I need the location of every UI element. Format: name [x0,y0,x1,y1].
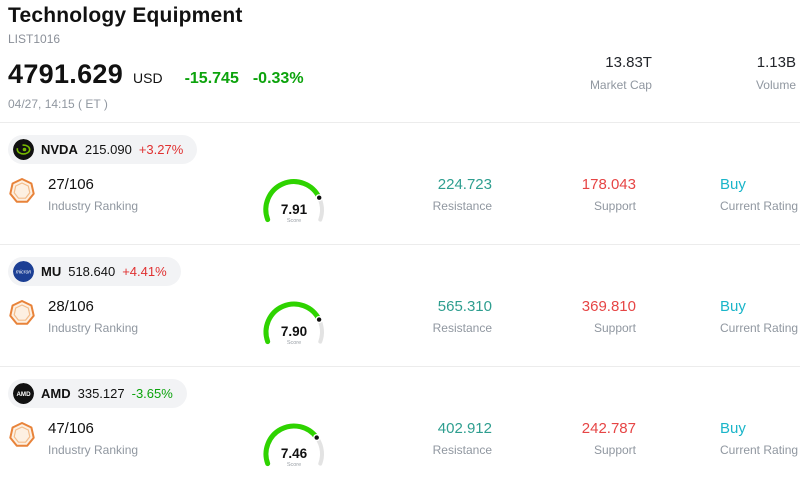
svg-text:Score: Score [287,462,301,468]
currency-label: USD [133,70,163,86]
ticker-badge[interactable]: micron MU 518.640 +4.41% [8,257,181,286]
resistance-value: 565.310 [437,298,492,315]
resistance-label: Resistance [432,321,492,335]
score-gauge: 7.90 Score [188,292,400,346]
ranking-badge-icon [8,298,48,332]
svg-text:Score: Score [287,218,301,224]
nvda-logo-icon [13,139,34,160]
header-left: Technology Equipment LIST1016 4791.629 U… [8,4,304,122]
amd-logo-icon: AMD [13,383,34,404]
change-value: -15.745 [184,70,239,87]
ranking-badge-icon [8,176,48,210]
ranking-label: Industry Ranking [48,199,139,213]
rating-block: Buy Current Rating [636,176,800,213]
stock-detail: 47/106 Industry Ranking 7.46 Score 402.9… [8,420,800,468]
support-block: 242.787 Support [492,420,636,457]
rating-label: Current Rating [720,199,799,213]
stock-detail: 28/106 Industry Ranking 7.90 Score 565.3… [8,298,800,346]
resistance-label: Resistance [432,443,492,457]
resistance-block: 224.723 Resistance [400,176,492,213]
page-title: Technology Equipment [8,4,243,27]
resistance-label: Resistance [432,199,492,213]
mu-logo-icon: micron [13,261,34,282]
resistance-block: 402.912 Resistance [400,420,492,457]
support-value: 369.810 [581,298,636,315]
svg-text:7.46: 7.46 [281,446,308,461]
support-label: Support [593,199,636,213]
quote-timestamp: 04/27, 14:15 ( ET ) [8,97,108,111]
support-block: 178.043 Support [492,176,636,213]
resistance-value: 224.723 [437,176,492,193]
industry-ranking: 47/106 Industry Ranking [48,420,188,457]
index-change: -15.745 -0.33% [185,70,304,88]
resistance-block: 565.310 Resistance [400,298,492,335]
ticker-symbol: MU [41,264,62,279]
rating-value: Buy [720,298,746,315]
ticker-price: 335.127 [77,386,125,401]
market-cap-value: 13.83T [605,54,652,71]
ticker-badge[interactable]: AMD AMD 335.127 -3.65% [8,379,187,408]
change-percent: -0.33% [252,70,304,87]
stock-detail: 27/106 Industry Ranking 7.91 Score 224.7… [8,176,800,224]
price-line: 4791.629 USD -15.745 -0.33% [8,59,304,90]
rating-value: Buy [720,176,746,193]
ranking-label: Industry Ranking [48,443,139,457]
ticker-price: 518.640 [68,264,116,279]
rating-block: Buy Current Rating [636,298,800,335]
support-value: 178.043 [581,176,636,193]
ticker-change: -3.65% [131,386,173,401]
volume-stat: 1.13B Volume [756,54,796,122]
ticker-change: +4.41% [122,264,167,279]
index-price: 4791.629 [8,59,124,89]
list-id: LIST1016 [8,32,61,46]
svg-text:Score: Score [287,340,301,346]
ticker-change: +3.27% [138,142,184,157]
ranking-value: 28/106 [48,298,94,315]
header-stats: 13.83T Market Cap 1.13B Volume [590,54,798,122]
support-block: 369.810 Support [492,298,636,335]
support-label: Support [593,443,636,457]
industry-ranking: 27/106 Industry Ranking [48,176,188,213]
rating-label: Current Rating [720,443,799,457]
market-cap-stat: 13.83T Market Cap [590,54,652,122]
svg-text:AMD: AMD [16,391,31,398]
ranking-value: 47/106 [48,420,94,437]
ranking-value: 27/106 [48,176,94,193]
volume-label: Volume [755,78,796,92]
rating-label: Current Rating [720,321,799,335]
svg-text:7.91: 7.91 [281,202,308,217]
rating-value: Buy [720,420,746,437]
ranking-badge-icon [8,420,48,454]
market-cap-label: Market Cap [589,78,652,92]
svg-text:micron: micron [16,270,32,276]
score-gauge: 7.91 Score [188,170,400,224]
support-label: Support [593,321,636,335]
svg-text:7.90: 7.90 [281,324,307,339]
support-value: 242.787 [581,420,636,437]
score-gauge: 7.46 Score [188,414,400,468]
ticker-price: 215.090 [84,142,132,157]
volume-value: 1.13B [756,54,796,71]
stock-row-amd[interactable]: AMD AMD 335.127 -3.65% 47/106 Industry R… [0,366,800,488]
resistance-value: 402.912 [437,420,492,437]
header: Technology Equipment LIST1016 4791.629 U… [0,0,800,122]
ticker-symbol: NVDA [41,142,78,157]
stock-row-nvda[interactable]: NVDA 215.090 +3.27% 27/106 Industry Rank… [0,122,800,244]
stock-row-mu[interactable]: micron MU 518.640 +4.41% 28/106 Industry… [0,244,800,366]
ticker-symbol: AMD [41,386,71,401]
rating-block: Buy Current Rating [636,420,800,457]
ranking-label: Industry Ranking [48,321,139,335]
industry-ranking: 28/106 Industry Ranking [48,298,188,335]
ticker-badge[interactable]: NVDA 215.090 +3.27% [8,135,198,164]
